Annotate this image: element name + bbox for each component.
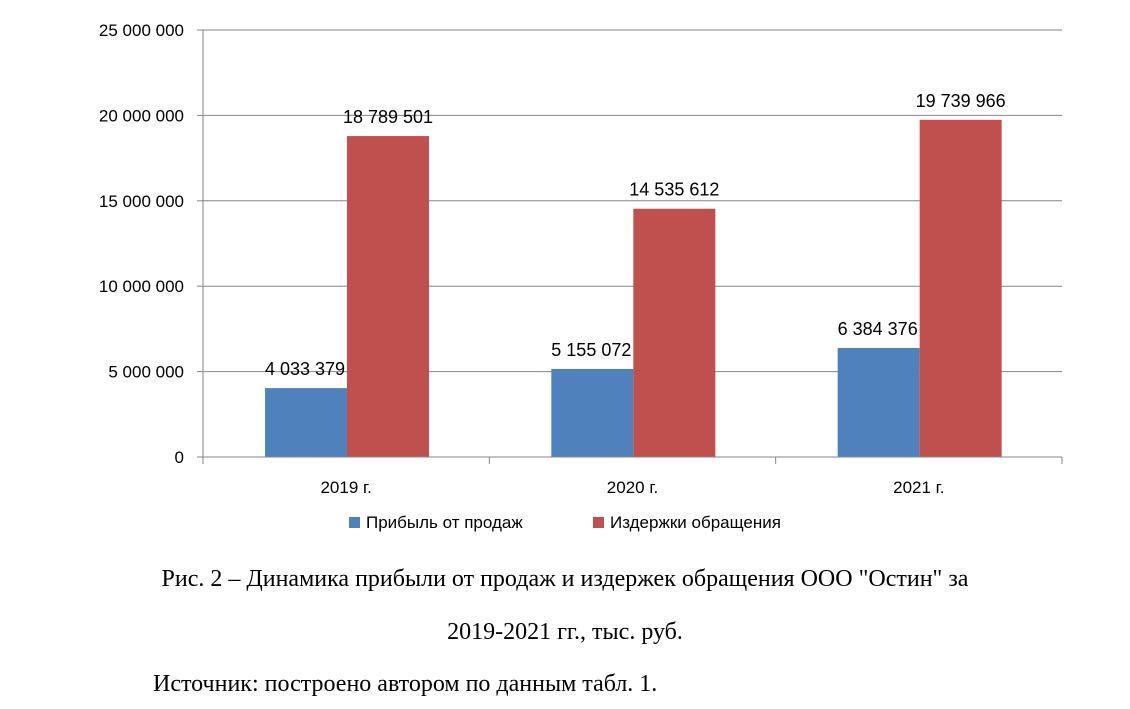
data-labels: 4 033 379 18 789 501 5 155 072 14 535 612 6 … xyxy=(265,91,1006,379)
legend: Прибыль от продаж Издержки обращения xyxy=(349,513,781,532)
bar xyxy=(837,347,920,457)
data-label: 18 789 501 xyxy=(343,107,433,127)
y-tick-label: 25 000 000 xyxy=(99,21,184,40)
x-tick-label: 2019 г. xyxy=(320,478,371,497)
y-tick-label: 0 xyxy=(175,448,184,467)
y-tick-label: 15 000 000 xyxy=(99,192,184,211)
y-tick-label: 20 000 000 xyxy=(99,106,184,125)
legend-swatch xyxy=(349,517,360,528)
source-note: Источник: построено автором по данным та… xyxy=(153,671,658,697)
legend-label: Прибыль от продаж xyxy=(366,513,523,532)
bar-chart: 0 5 000 000 10 000 000 15 000 000 20 000 000… xyxy=(99,21,1063,532)
y-axis: 0 5 000 000 10 000 000 15 000 000 20 000 000… xyxy=(99,21,204,467)
bar xyxy=(347,136,429,457)
data-label: 4 033 379 xyxy=(265,359,345,379)
data-label: 6 384 376 xyxy=(838,319,918,339)
legend-swatch xyxy=(593,517,604,528)
y-tick-label: 5 000 000 xyxy=(108,363,184,382)
data-label: 5 155 072 xyxy=(551,340,631,360)
y-tick-label: 10 000 000 xyxy=(99,277,184,296)
figure-caption-line-2: 2019-2021 гг., тыс. руб. xyxy=(447,619,683,645)
bar xyxy=(919,119,1002,458)
x-tick-label: 2020 г. xyxy=(607,478,658,497)
legend-label: Издержки обращения xyxy=(610,513,781,532)
data-label: 19 739 966 xyxy=(916,91,1006,111)
bar xyxy=(633,208,716,457)
bars xyxy=(265,119,1002,458)
bar xyxy=(551,368,634,457)
bar xyxy=(265,388,347,457)
x-axis: 2019 г. 2020 г. 2021 г. xyxy=(202,456,1063,497)
data-label: 14 535 612 xyxy=(629,180,719,200)
figure-caption-line-1: Рис. 2 – Динамика прибыли от продаж и из… xyxy=(161,566,969,592)
x-tick-label: 2021 г. xyxy=(893,478,944,497)
